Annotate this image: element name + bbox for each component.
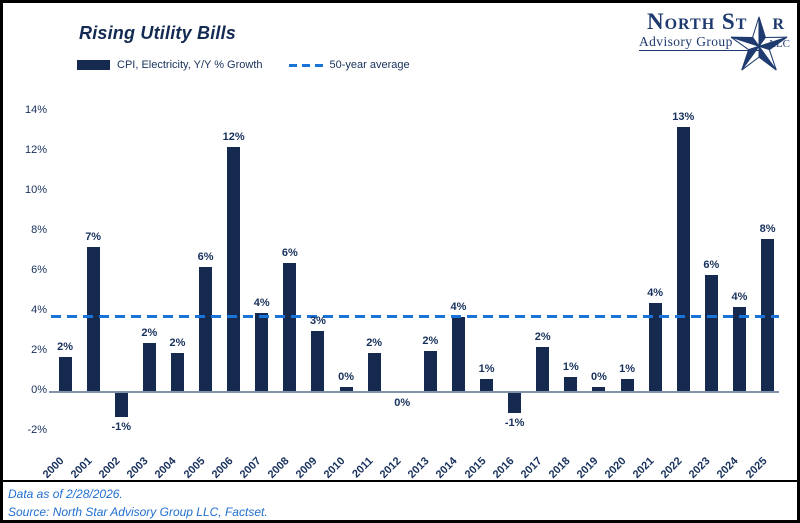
footer-data-as-of: Data as of 2/28/2026. — [8, 487, 123, 501]
legend-item-average: 50-year average — [288, 59, 410, 71]
bar-value-label: 4% — [731, 291, 748, 303]
plot-area: 14% 12% 10% 8% 6% 4% 2% 0% -2% 2% 2000 7% 2001 -1% 200… — [3, 3, 797, 520]
bar-2014 — [451, 317, 465, 391]
bar-value-label: 0% — [394, 397, 411, 409]
bar-2020 — [620, 379, 634, 391]
dashed-line-swatch-icon — [288, 63, 323, 67]
bar-2001 — [86, 247, 100, 391]
bar-2008 — [283, 263, 297, 391]
legend-item-series: CPI, Electricity, Y/Y % Growth — [77, 59, 263, 71]
y-axis-tick: 2% — [31, 344, 47, 356]
bar-value-label: 1% — [562, 361, 579, 373]
bar-value-label: 12% — [222, 131, 245, 143]
bar-2011 — [367, 353, 381, 391]
bar-value-label: 0% — [590, 371, 607, 383]
y-axis-tick: 10% — [24, 184, 47, 196]
bar-value-label: 4% — [450, 301, 467, 313]
y-axis-tick: 14% — [24, 104, 47, 116]
bar-2024 — [732, 307, 746, 391]
bar-2007 — [255, 313, 269, 391]
logo-name-text: North St — [647, 9, 748, 34]
legend-series-label: CPI, Electricity, Y/Y % Growth — [117, 59, 263, 71]
bar-2023 — [704, 275, 718, 391]
x-axis-line — [49, 391, 779, 393]
logo-subtitle: Advisory Group — [639, 34, 761, 51]
bar-2015 — [480, 379, 494, 391]
bar-value-label: 6% — [197, 251, 214, 263]
bar-2006 — [227, 147, 241, 391]
star-icon — [730, 16, 788, 71]
chart-title: Rising Utility Bills — [79, 23, 237, 43]
bar-value-label: 3% — [309, 315, 326, 327]
bar-value-label: 8% — [759, 223, 776, 235]
logo-name-end-text: r — [772, 9, 784, 34]
footer-divider — [3, 480, 797, 482]
bar-2022 — [676, 127, 690, 391]
bar-value-label: 2% — [141, 327, 158, 339]
legend: CPI, Electricity, Y/Y % Growth 50-year a… — [77, 59, 410, 71]
bar-2010 — [339, 387, 353, 391]
bar-2019 — [592, 387, 606, 391]
footer-source: Source: North Star Advisory Group LLC, F… — [8, 505, 268, 519]
y-axis-tick: 6% — [31, 264, 47, 276]
bar-2005 — [199, 267, 213, 391]
bar-2004 — [170, 353, 184, 391]
bar-value-label: 6% — [703, 259, 720, 271]
bar-2013 — [423, 351, 437, 391]
bar-2009 — [311, 331, 325, 391]
bar-value-label: -1% — [504, 417, 525, 429]
bar-value-label: 7% — [85, 231, 102, 243]
bar-value-label: 13% — [672, 111, 695, 123]
y-axis-tick: 0% — [31, 384, 47, 396]
bar-2017 — [536, 347, 550, 391]
bar-value-label: 2% — [534, 331, 551, 343]
bar-2016 — [508, 393, 522, 413]
bar-value-label: 4% — [647, 287, 664, 299]
bar-value-label: -1% — [111, 421, 132, 433]
bar-2018 — [564, 377, 578, 391]
y-axis-tick: 12% — [24, 144, 47, 156]
north-star-logo: North St r Advisory Group LLC — [613, 7, 791, 89]
bar-swatch-icon — [77, 60, 110, 70]
average-line — [51, 315, 779, 318]
y-axis-tick: -2% — [27, 424, 47, 436]
footer: Data as of 2/28/2026. Source: North Star… — [8, 485, 268, 520]
bar-value-label: 1% — [478, 363, 495, 375]
bar-value-label: 2% — [366, 337, 383, 349]
bar-2003 — [142, 343, 156, 391]
bar-value-label: 1% — [619, 363, 635, 375]
bar-value-label: 2% — [169, 337, 186, 349]
bar-2000 — [58, 357, 72, 391]
bar-2021 — [648, 303, 662, 391]
bar-value-label: 2% — [57, 341, 73, 353]
y-axis-tick: 8% — [31, 224, 47, 236]
legend-average-label: 50-year average — [329, 59, 410, 71]
y-axis-tick: 4% — [31, 304, 47, 316]
bar-value-label: 4% — [253, 297, 270, 309]
bar-value-label: 6% — [281, 247, 298, 259]
bar-value-label: 2% — [422, 335, 439, 347]
bar-2002 — [114, 393, 128, 417]
bar-value-label: 0% — [338, 371, 354, 383]
logo-llc-text: LLC — [769, 38, 790, 50]
